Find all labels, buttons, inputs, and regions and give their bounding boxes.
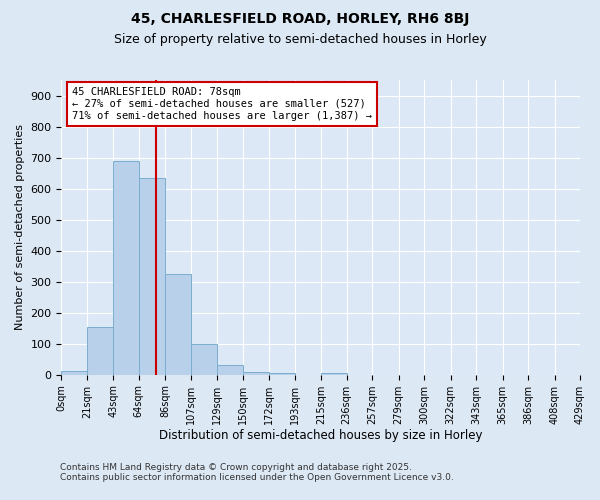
Bar (322, 373, 347, 374)
Text: Contains HM Land Registry data © Crown copyright and database right 2025.: Contains HM Land Registry data © Crown c… (60, 464, 412, 472)
Y-axis label: Number of semi-detached properties: Number of semi-detached properties (15, 124, 25, 330)
Text: Size of property relative to semi-detached houses in Horley: Size of property relative to semi-detach… (113, 32, 487, 46)
Bar (217, 366, 243, 374)
Bar (87, 326, 113, 374)
Bar (166, 274, 191, 374)
Text: 45 CHARLESFIELD ROAD: 78sqm
← 27% of semi-detached houses are smaller (527)
71% : 45 CHARLESFIELD ROAD: 78sqm ← 27% of sem… (72, 88, 372, 120)
Text: Contains public sector information licensed under the Open Government Licence v3: Contains public sector information licen… (60, 474, 454, 482)
Bar (113, 160, 139, 374)
Text: 45, CHARLESFIELD ROAD, HORLEY, RH6 8BJ: 45, CHARLESFIELD ROAD, HORLEY, RH6 8BJ (131, 12, 469, 26)
Bar (61, 370, 87, 374)
Bar (243, 372, 269, 374)
Bar (139, 178, 166, 374)
Bar (191, 344, 217, 374)
Bar (269, 373, 295, 374)
X-axis label: Distribution of semi-detached houses by size in Horley: Distribution of semi-detached houses by … (159, 430, 482, 442)
